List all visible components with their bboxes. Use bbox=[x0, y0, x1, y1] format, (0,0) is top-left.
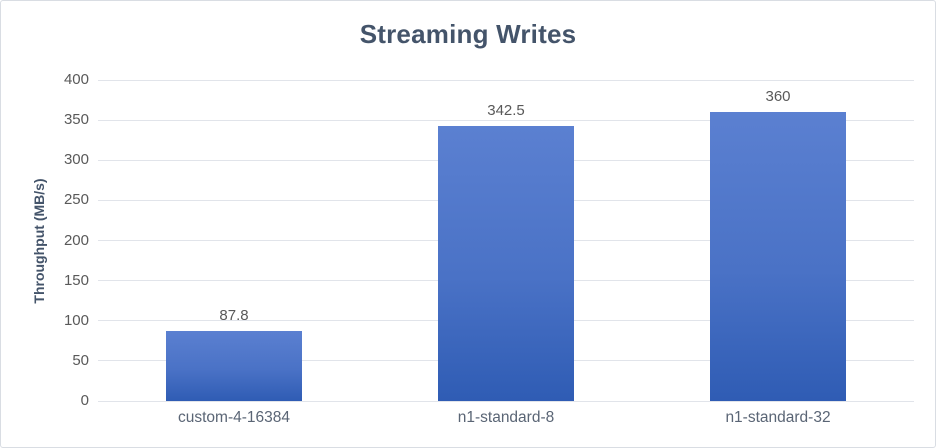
category-label: n1-standard-32 bbox=[725, 409, 831, 426]
y-tick-label: 400 bbox=[63, 71, 89, 88]
gridline bbox=[98, 400, 914, 402]
y-tick-label: 50 bbox=[72, 351, 89, 369]
bar bbox=[438, 126, 574, 401]
y-tick-label: 0 bbox=[80, 392, 89, 409]
chart-title: Streaming Writes bbox=[359, 19, 577, 49]
bar-slot: 342.5 bbox=[370, 80, 642, 401]
bar-value-label: 360 bbox=[765, 88, 791, 106]
gridline bbox=[98, 119, 914, 121]
category-label: custom-4-16384 bbox=[177, 409, 290, 426]
gridline bbox=[98, 79, 914, 81]
bar-value-label: 342.5 bbox=[487, 102, 525, 120]
bar-slot: 360 bbox=[642, 80, 914, 401]
y-tick-label: 250 bbox=[63, 191, 89, 209]
bar-value-label: 87.8 bbox=[219, 306, 249, 324]
bar bbox=[166, 330, 302, 401]
bar bbox=[710, 112, 846, 401]
y-tick-label: 100 bbox=[63, 311, 89, 329]
category-label: n1-standard-8 bbox=[457, 409, 555, 426]
plot-area: 87.8 342.5 360 bbox=[98, 79, 914, 402]
y-tick-label: 200 bbox=[63, 231, 89, 249]
y-tick-label: 300 bbox=[63, 151, 89, 169]
y-tick-label: 350 bbox=[63, 111, 89, 129]
bar-slot: 87.8 bbox=[98, 80, 370, 401]
y-tick-label: 150 bbox=[63, 271, 89, 289]
